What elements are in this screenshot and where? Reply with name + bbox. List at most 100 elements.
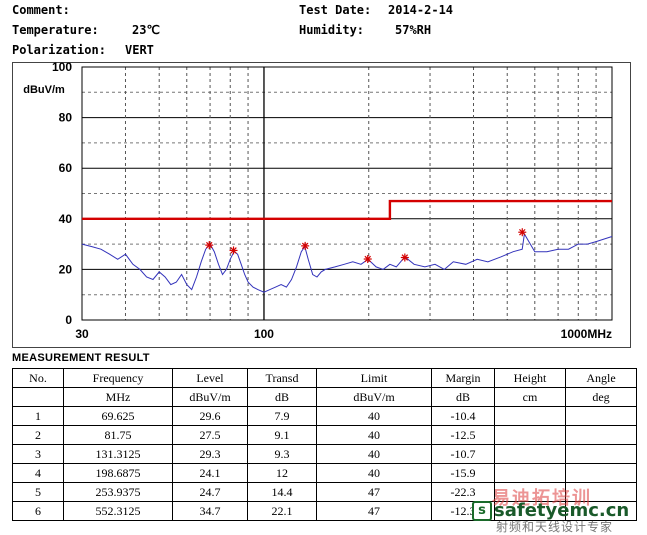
peak-marker bbox=[229, 246, 238, 255]
y-tick-label: 80 bbox=[59, 111, 73, 125]
table-cell bbox=[565, 444, 637, 464]
table-cell: 24.1 bbox=[172, 463, 248, 483]
column-header: Angle bbox=[565, 368, 637, 388]
table-cell: 198.6875 bbox=[63, 463, 173, 483]
table-row: 6 552.3125 34.7 22.1 47 -12.3 bbox=[12, 501, 637, 521]
table-cell bbox=[494, 444, 566, 464]
table-cell: 40 bbox=[316, 463, 432, 483]
temperature-label: Temperature: bbox=[12, 23, 99, 37]
x-axis-ticks: 30 100 1000MHz bbox=[75, 327, 612, 341]
table-cell: -10.4 bbox=[431, 406, 495, 426]
peak-marker bbox=[205, 241, 214, 250]
y-tick-label: 0 bbox=[65, 313, 72, 327]
table-cell: 40 bbox=[316, 425, 432, 445]
table-cell: -22.3 bbox=[431, 482, 495, 502]
table-cell: 29.3 bbox=[172, 444, 248, 464]
column-unit: MHz bbox=[63, 387, 173, 407]
watermark-logo: s bbox=[472, 501, 492, 521]
column-header: Frequency bbox=[63, 368, 173, 388]
table-cell bbox=[494, 463, 566, 483]
results-title: MEASUREMENT RESULT bbox=[12, 352, 150, 364]
table-cell: 81.75 bbox=[63, 425, 173, 445]
plot-border bbox=[81, 66, 613, 321]
table-cell: 5 bbox=[12, 482, 64, 502]
series-trace bbox=[81, 232, 613, 293]
x-tick-label: 100 bbox=[254, 327, 274, 341]
column-unit: cm bbox=[494, 387, 566, 407]
table-cell: 47 bbox=[316, 501, 432, 521]
table-cell: 4 bbox=[12, 463, 64, 483]
test-date-label: Test Date: bbox=[299, 3, 372, 17]
polarization-value: VERT bbox=[125, 43, 154, 57]
polarization-label: Polarization: bbox=[12, 43, 106, 57]
y-tick-label: 40 bbox=[59, 212, 73, 226]
table-header-row: No. Frequency Level Transd Limit Margin Height… bbox=[12, 368, 637, 388]
y-tick-label: 60 bbox=[59, 161, 73, 175]
x-tick-label: 1000MHz bbox=[561, 327, 612, 341]
emission-chart: 0 20 40 60 80 100 30 100 1000MHz dBuV/m bbox=[23, 60, 613, 341]
table-cell: 552.3125 bbox=[63, 501, 173, 521]
column-unit: dBuV/m bbox=[316, 387, 432, 407]
table-cell bbox=[565, 501, 637, 521]
peak-markers bbox=[205, 228, 527, 264]
table-cell: 9.1 bbox=[247, 425, 317, 445]
column-header: Margin bbox=[431, 368, 495, 388]
results-table: No. Frequency Level Transd Limit Margin Height… bbox=[12, 368, 637, 521]
table-cell: 27.5 bbox=[172, 425, 248, 445]
table-cell: 253.9375 bbox=[63, 482, 173, 502]
table-cell: -12.5 bbox=[431, 425, 495, 445]
watermark-site: safetyemc.cn bbox=[494, 500, 630, 521]
table-cell: 7.9 bbox=[247, 406, 317, 426]
y-axis-label: dBuV/m bbox=[23, 84, 65, 96]
peak-marker bbox=[301, 241, 310, 250]
table-cell: 22.1 bbox=[247, 501, 317, 521]
table-cell: 3 bbox=[12, 444, 64, 464]
table-cell: 34.7 bbox=[172, 501, 248, 521]
table-cell: 1 bbox=[12, 406, 64, 426]
table-row: 5 253.9375 24.7 14.4 47 -22.3 bbox=[12, 482, 637, 502]
table-cell: 12 bbox=[247, 463, 317, 483]
watermark-cn-title: 易迪拓培训 bbox=[492, 488, 592, 509]
table-cell bbox=[565, 463, 637, 483]
table-units-row: MHz dBuV/m dB dBuV/m dB cm deg bbox=[12, 387, 637, 407]
table-cell: 9.3 bbox=[247, 444, 317, 464]
table-cell bbox=[565, 425, 637, 445]
table-cell: 40 bbox=[316, 406, 432, 426]
column-header: No. bbox=[12, 368, 64, 388]
table-cell bbox=[494, 425, 566, 445]
humidity-label: Humidity: bbox=[299, 23, 365, 37]
table-row: 1 69.625 29.6 7.9 40 -10.4 bbox=[12, 406, 637, 426]
table-cell bbox=[565, 406, 637, 426]
table-cell: 131.3125 bbox=[63, 444, 173, 464]
table-cell: 6 bbox=[12, 501, 64, 521]
comment-label: Comment: bbox=[12, 3, 70, 17]
table-cell: 14.4 bbox=[247, 482, 317, 502]
table-cell bbox=[494, 406, 566, 426]
x-tick-label: 30 bbox=[75, 327, 89, 341]
y-tick-label: 100 bbox=[52, 60, 72, 74]
table-cell: 40 bbox=[316, 444, 432, 464]
y-axis-ticks: 0 20 40 60 80 100 bbox=[52, 60, 72, 327]
watermark-cn-subtitle: 射频和天线设计专家 bbox=[496, 520, 614, 534]
limit-line bbox=[82, 199, 612, 221]
table-cell: -15.9 bbox=[431, 463, 495, 483]
table-cell: 29.6 bbox=[172, 406, 248, 426]
humidity-value: 57%RH bbox=[395, 23, 432, 37]
peak-marker bbox=[518, 228, 527, 237]
table-row: 3 131.3125 29.3 9.3 40 -10.7 bbox=[12, 444, 637, 464]
temperature-value: 23℃ bbox=[132, 23, 160, 37]
peak-marker bbox=[400, 253, 409, 262]
table-cell: 2 bbox=[12, 425, 64, 445]
column-unit: deg bbox=[565, 387, 637, 407]
table-cell: 24.7 bbox=[172, 482, 248, 502]
table-cell: -10.7 bbox=[431, 444, 495, 464]
column-unit: dB bbox=[247, 387, 317, 407]
peak-marker bbox=[363, 255, 372, 264]
column-header: Height bbox=[494, 368, 566, 388]
table-cell: 47 bbox=[316, 482, 432, 502]
grid bbox=[82, 67, 612, 320]
column-header: Level bbox=[172, 368, 248, 388]
table-row: 4 198.6875 24.1 12 40 -15.9 bbox=[12, 463, 637, 483]
column-header: Transd bbox=[247, 368, 317, 388]
column-header: Limit bbox=[316, 368, 432, 388]
